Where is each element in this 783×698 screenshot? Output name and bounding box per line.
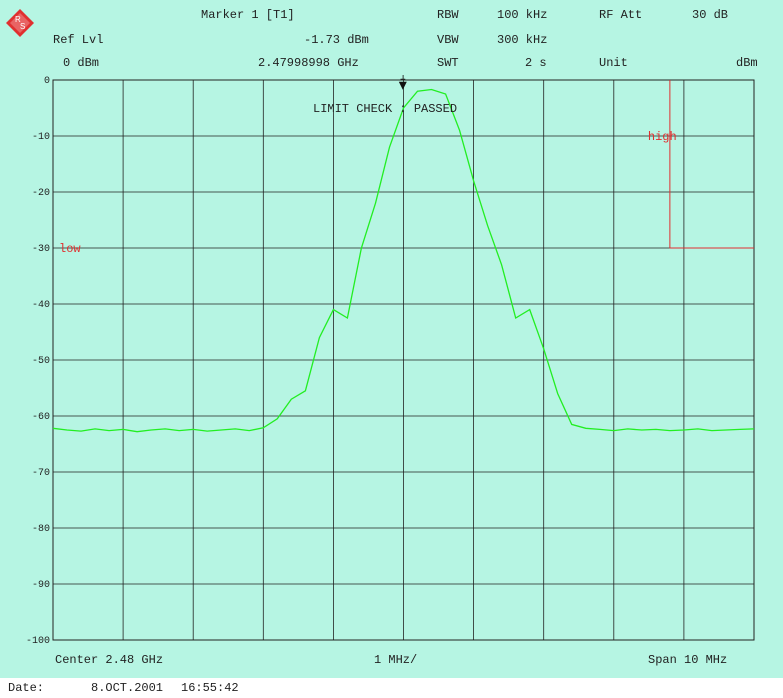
y-tick-label: -60	[32, 412, 50, 423]
y-tick-label: -70	[32, 468, 50, 479]
rf-att-value: 30 dB	[692, 8, 729, 22]
unit-value: dBm	[736, 56, 758, 70]
limit-label-low: low	[59, 242, 81, 256]
marker-1[interactable]: 1	[398, 75, 407, 90]
ref-lvl-label: Ref Lvl	[53, 33, 104, 47]
vbw-value: 300 kHz	[497, 33, 548, 47]
y-axis-ticks: 0 -10 -20 -30 -40 -50 -60 -70 -80 -90 -100	[26, 76, 50, 645]
rf-att-label: RF Att	[599, 8, 643, 22]
rbw-label: RBW	[437, 8, 459, 22]
swt-value: 2 s	[525, 56, 547, 70]
date-value: 8.OCT.2001	[91, 681, 164, 695]
y-tick-label: -20	[32, 188, 50, 199]
limit-lines: low high	[59, 80, 754, 256]
rohde-schwarz-logo-icon: R S	[6, 9, 34, 37]
marker-frequency: 2.47998998 GHz	[258, 56, 359, 70]
marker-title: Marker 1 [T1]	[201, 8, 295, 22]
limit-line-high	[669, 80, 754, 249]
rbw-value: 100 kHz	[497, 8, 548, 22]
y-tick-label: -90	[32, 580, 50, 591]
unit-label: Unit	[599, 56, 628, 70]
span-value: Span 10 MHz	[648, 653, 728, 667]
division-scale: 1 MHz/	[374, 653, 418, 667]
ref-lvl-value: 0 dBm	[63, 56, 100, 70]
y-tick-label: -100	[26, 636, 50, 645]
header-panel: R S Marker 1 [T1] Ref Lvl 0 dBm -1.73 dB…	[0, 0, 783, 75]
y-tick-label: -30	[32, 244, 50, 255]
y-tick-label: -50	[32, 356, 50, 367]
time-value: 16:55:42	[181, 681, 239, 695]
center-frequency: Center 2.48 GHz	[55, 653, 164, 667]
marker-number-label: 1	[400, 75, 406, 84]
y-tick-label: 0	[44, 76, 50, 87]
limit-check-status: LIMIT CHECK : PASSED	[313, 102, 457, 116]
limit-label-high: high	[648, 130, 677, 144]
y-tick-label: -80	[32, 524, 50, 535]
y-tick-label: -40	[32, 300, 50, 311]
date-label: Date:	[8, 681, 45, 695]
marker-triangle-icon[interactable]	[398, 81, 407, 90]
footer-panel: Center 2.48 GHz 1 MHz/ Span 10 MHz	[0, 645, 783, 678]
grid	[52, 79, 755, 641]
y-tick-label: -10	[32, 132, 50, 143]
svg-text:S: S	[20, 22, 25, 31]
spectrum-trace	[52, 88, 755, 433]
swt-label: SWT	[437, 56, 459, 70]
vbw-label: VBW	[437, 33, 459, 47]
spectrum-chart: 0 -10 -20 -30 -40 -50 -60 -70 -80 -90 -100 low high…	[0, 75, 783, 645]
marker-level: -1.73 dBm	[304, 33, 369, 47]
svg-text:R: R	[15, 15, 21, 24]
